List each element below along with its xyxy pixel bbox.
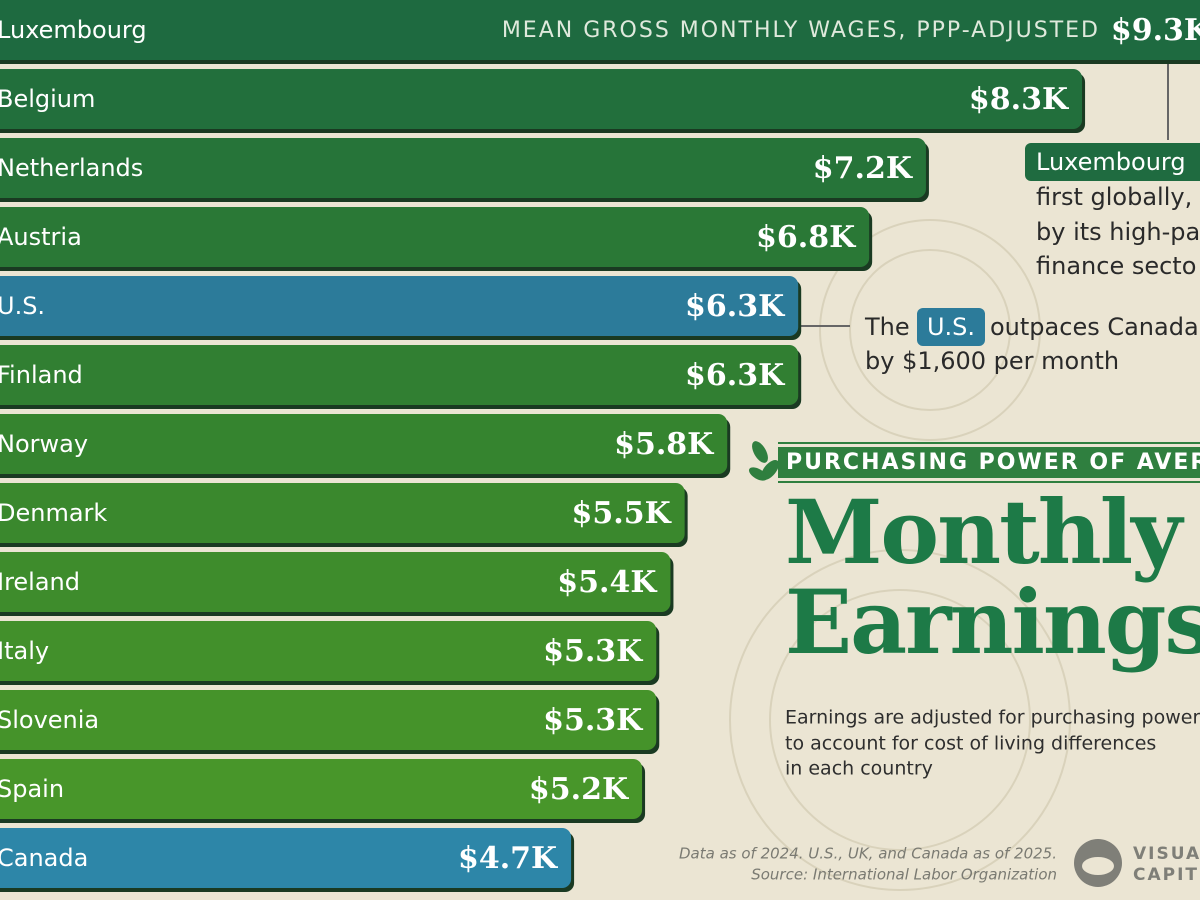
title: Earnings [785,570,1200,674]
category-label: Denmark [0,499,107,527]
value-label: $5.2K [529,772,629,807]
annotation-highlight: U.S. [927,313,975,341]
bar [0,552,671,612]
background-pattern [729,219,1071,891]
category-label: Norway [0,430,88,458]
leaf-icon [748,441,779,481]
bar [0,483,685,543]
annotation-text: by its high-pa [1036,218,1200,246]
subtitle: Earnings are adjusted for purchasing pow… [785,707,1200,729]
annotation-highlight: Luxembourg [1036,148,1186,176]
note: Data as of 2024. U.S., UK, and Canada as… [679,845,1057,863]
bar [0,276,799,336]
value-label: $6.3K [685,358,785,393]
bar [0,621,657,681]
value-label: $6.8K [756,220,856,255]
value-label: $7.2K [813,151,913,186]
bar [0,828,572,888]
bar [0,207,870,267]
annotation-text: outpaces Canada [990,313,1199,341]
bar [0,414,728,474]
value-label: $5.3K [543,634,643,669]
title: Monthly [785,480,1185,584]
category-label: Ireland [0,568,80,596]
value-label: $8.3K [969,82,1069,117]
category-label: Luxembourg [0,16,147,44]
kicker: PURCHASING POWER OF AVERAG [786,450,1200,475]
highlight-box [917,308,985,346]
source: Source: International Labor Organization [751,866,1057,884]
subtitle: in each country [785,758,933,780]
category-label: Spain [0,775,64,803]
bar [0,345,799,405]
category-label: Netherlands [0,154,143,182]
annotation-text: The [864,313,910,341]
brand: CAPIT [1133,865,1199,885]
value-label: $5.4K [557,565,657,600]
bar [0,759,643,819]
value-label: $6.3K [685,289,785,324]
category-label: Slovenia [0,706,99,734]
annotation-text: by $1,600 per month [865,347,1119,375]
bar [0,690,657,750]
bar [0,69,1083,129]
category-label: Belgium [0,85,95,113]
category-label: U.S. [0,292,45,320]
category-label: Austria [0,223,82,251]
annotation-text: first globally, d [1036,183,1200,211]
kicker-band [778,447,1200,478]
value-label: $9.3K [1111,13,1200,48]
category-label: Canada [0,844,88,872]
highlight-box [1025,143,1200,181]
subtitle: to account for cost of living difference… [785,733,1156,755]
bar [0,138,926,198]
annotation-text: finance secto [1036,252,1196,280]
value-label: $5.8K [614,427,714,462]
header: MEAN GROSS MONTHLY WAGES, PPP-ADJUSTED [502,18,1100,43]
brand: VISUA [1133,844,1200,864]
value-label: $5.5K [572,496,672,531]
value-label: $4.7K [458,841,558,876]
bar [0,0,1200,60]
value-label: $5.3K [543,703,643,738]
category-label: Italy [0,637,49,665]
category-label: Finland [0,361,83,389]
logo [1074,839,1122,887]
